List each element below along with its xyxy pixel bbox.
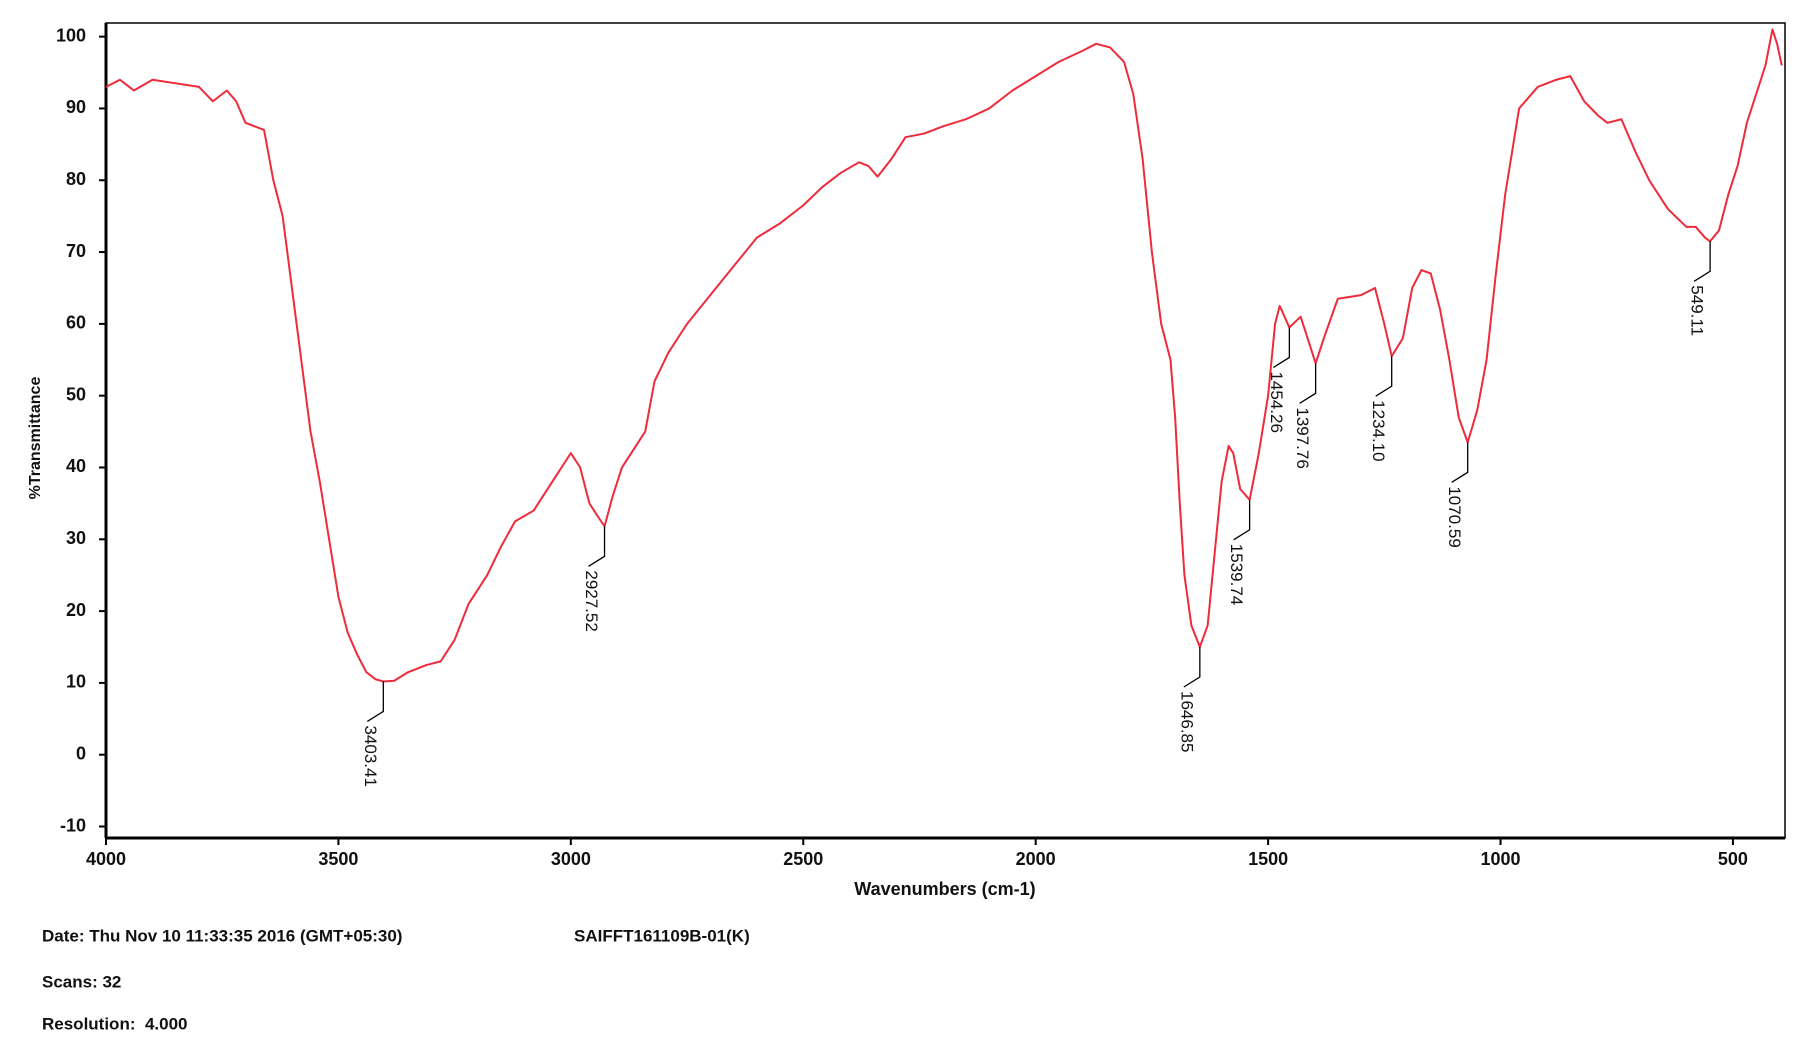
x-tick-label: 1500 bbox=[1248, 849, 1288, 869]
footer-scans: Scans: 32 bbox=[42, 972, 121, 991]
y-axis-title: %Transmittance bbox=[27, 377, 44, 500]
peak-label: 1070.59 bbox=[1445, 486, 1464, 547]
y-tick-label: 20 bbox=[66, 600, 86, 620]
peak-label: 549.11 bbox=[1688, 285, 1707, 336]
x-tick-label: 4000 bbox=[86, 849, 126, 869]
peak-leader bbox=[1273, 327, 1291, 369]
peak-label: 1539.74 bbox=[1227, 544, 1246, 605]
y-tick-label: 0 bbox=[76, 743, 86, 763]
x-tick-label: 2500 bbox=[783, 849, 823, 869]
peak-label: 1234.10 bbox=[1369, 400, 1388, 461]
x-tick-label: 3500 bbox=[318, 849, 358, 869]
peak-label: 1397.76 bbox=[1293, 407, 1312, 468]
y-tick-label: 80 bbox=[66, 169, 86, 189]
peak-label: 1454.26 bbox=[1267, 371, 1286, 432]
y-tick-label: 100 bbox=[56, 25, 86, 45]
x-axis-title: Wavenumbers (cm-1) bbox=[854, 879, 1035, 899]
x-tick-label: 500 bbox=[1718, 849, 1748, 869]
footer-id: SAIFFT161109B-01(K) bbox=[574, 926, 750, 945]
y-tick-label: -10 bbox=[60, 815, 86, 835]
peak-leader bbox=[366, 681, 384, 723]
plot-frame bbox=[105, 22, 1786, 839]
x-tick-label: 2000 bbox=[1016, 849, 1056, 869]
y-tick-label: 90 bbox=[66, 97, 86, 117]
x-tick-label: 1000 bbox=[1480, 849, 1520, 869]
x-tick-label: 3000 bbox=[551, 849, 591, 869]
peak-label: 1646.85 bbox=[1177, 691, 1196, 752]
footer-date: Date: Thu Nov 10 11:33:35 2016 (GMT+05:3… bbox=[42, 926, 402, 945]
spectrum-line bbox=[105, 28, 1783, 683]
peak-leader bbox=[1451, 442, 1469, 483]
peak-label: 2927.52 bbox=[582, 570, 601, 631]
y-tick-label: 10 bbox=[66, 672, 86, 692]
peak-leader bbox=[1183, 646, 1201, 688]
peak-leader bbox=[588, 526, 606, 567]
footer-resolution: Resolution: 4.000 bbox=[42, 1014, 187, 1033]
peak-label: 3403.41 bbox=[361, 725, 380, 786]
peak-leader bbox=[1693, 241, 1711, 282]
y-tick-label: 60 bbox=[66, 313, 86, 333]
peak-leader bbox=[1233, 499, 1251, 541]
peak-leader bbox=[1375, 356, 1393, 397]
y-tick-label: 70 bbox=[66, 241, 86, 261]
y-tick-label: 50 bbox=[66, 384, 86, 404]
peak-leader bbox=[1299, 363, 1317, 404]
y-tick-label: 30 bbox=[66, 528, 86, 548]
y-tick-label: 40 bbox=[66, 456, 86, 476]
